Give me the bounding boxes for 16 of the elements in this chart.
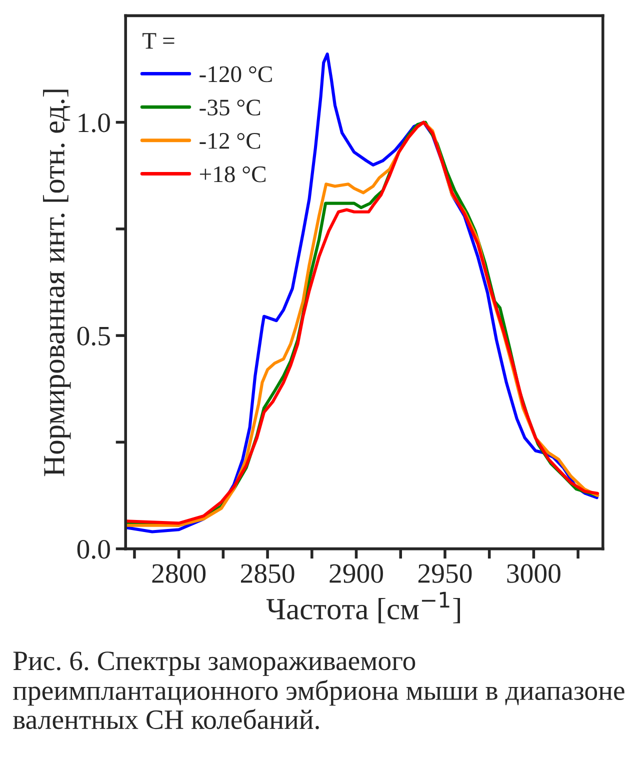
- legend-label: -35 °C: [200, 100, 260, 116]
- text: Рис. 6. Спектры замораживаемого преимплантационного эмбриона мыши в диапазоне валентных CH колебаний.: [13, 652, 624, 730]
- y-axis-title: Нормированная инт. [отн. ед.]: [43, 90, 71, 476]
- legend-label: +18 °C: [200, 166, 266, 182]
- legend-label: -12 °C: [200, 132, 260, 149]
- y-tick-label: 0.5: [77, 326, 110, 346]
- x-tick-label: 2900: [330, 564, 383, 583]
- legend-title: T =: [142, 33, 174, 49]
- x-axis-title: Частота [см$^{−1}$]: [266, 592, 460, 624]
- legend-label: -120 °C: [200, 66, 272, 82]
- x-tick-label: 2800: [152, 564, 206, 583]
- x-tick-label: 2850: [240, 564, 294, 583]
- x-tick-label: 3000: [507, 564, 560, 583]
- y-tick-label: 1.0: [78, 113, 110, 132]
- y-tick-label: 0.0: [77, 540, 110, 559]
- x-tick-label: 2950: [418, 564, 472, 583]
